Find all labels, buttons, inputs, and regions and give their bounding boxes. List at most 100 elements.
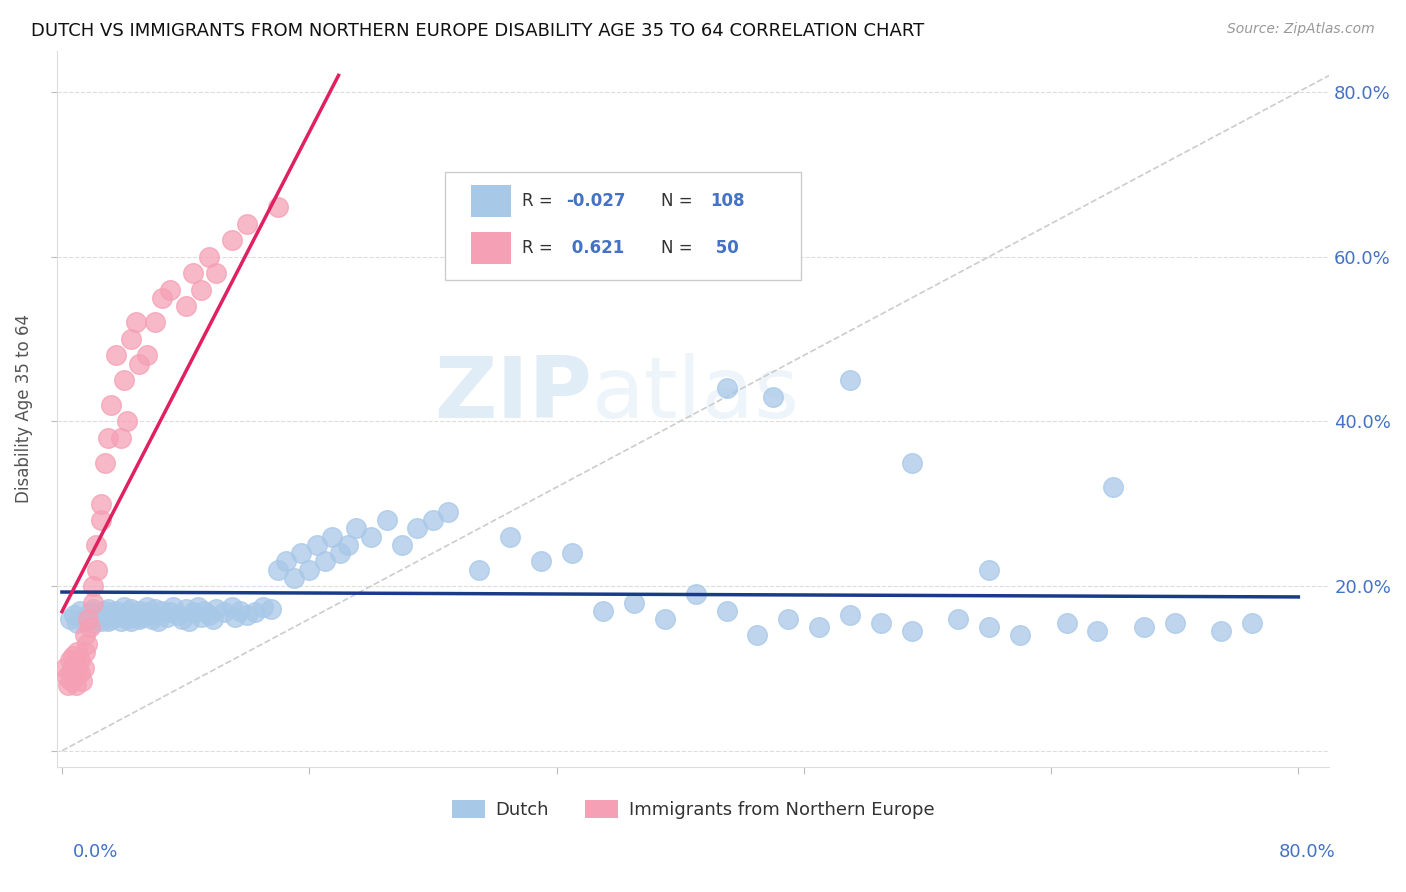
- Point: [82, 602, 104, 616]
- Point: [406, 521, 429, 535]
- Point: [197, 607, 219, 622]
- Point: [110, 614, 132, 628]
- Point: [143, 602, 166, 616]
- Point: [1087, 624, 1109, 639]
- Point: [166, 607, 188, 622]
- Point: [159, 283, 181, 297]
- Point: [298, 563, 321, 577]
- Point: [716, 381, 738, 395]
- Point: [336, 538, 359, 552]
- Point: [115, 612, 138, 626]
- Point: [63, 657, 86, 672]
- Text: ZIP: ZIP: [434, 353, 592, 436]
- Point: [468, 563, 491, 577]
- Point: [63, 670, 86, 684]
- Point: [60, 673, 83, 688]
- Point: [1163, 616, 1185, 631]
- Point: [375, 513, 398, 527]
- Point: [97, 614, 120, 628]
- Point: [422, 513, 444, 527]
- Point: [901, 456, 924, 470]
- Point: [82, 595, 104, 609]
- Point: [143, 607, 166, 622]
- Point: [190, 283, 212, 297]
- Legend: Dutch, Immigrants from Northern Europe: Dutch, Immigrants from Northern Europe: [446, 792, 942, 826]
- Point: [778, 612, 800, 626]
- Point: [63, 607, 86, 622]
- Point: [105, 610, 128, 624]
- Point: [143, 316, 166, 330]
- Text: 0.0%: 0.0%: [73, 843, 118, 861]
- Point: [66, 661, 89, 675]
- Point: [437, 505, 460, 519]
- Point: [1133, 620, 1156, 634]
- Point: [66, 645, 89, 659]
- Point: [90, 614, 112, 628]
- Point: [274, 554, 297, 568]
- Text: 108: 108: [710, 192, 744, 211]
- FancyBboxPatch shape: [471, 232, 512, 263]
- Point: [870, 616, 893, 631]
- Point: [112, 607, 135, 622]
- Point: [59, 612, 82, 626]
- Point: [205, 266, 228, 280]
- Point: [55, 670, 77, 684]
- Point: [228, 604, 250, 618]
- Point: [75, 610, 97, 624]
- Text: 80.0%: 80.0%: [1279, 843, 1336, 861]
- Point: [747, 628, 769, 642]
- Point: [623, 595, 645, 609]
- Point: [499, 530, 522, 544]
- Text: Source: ZipAtlas.com: Source: ZipAtlas.com: [1227, 22, 1375, 37]
- Text: -0.027: -0.027: [567, 192, 626, 211]
- Point: [146, 614, 169, 628]
- Point: [53, 661, 76, 675]
- Point: [259, 602, 281, 616]
- Point: [948, 612, 970, 626]
- Point: [105, 348, 128, 362]
- Point: [236, 217, 259, 231]
- Point: [391, 538, 413, 552]
- Point: [105, 604, 128, 618]
- Point: [125, 316, 148, 330]
- Y-axis label: Disability Age 35 to 64: Disability Age 35 to 64: [15, 315, 32, 503]
- Point: [162, 599, 184, 614]
- Point: [100, 612, 122, 626]
- Point: [224, 610, 246, 624]
- Point: [212, 606, 235, 620]
- Point: [1056, 616, 1078, 631]
- Point: [592, 604, 614, 618]
- Point: [181, 606, 204, 620]
- Point: [839, 373, 862, 387]
- Point: [174, 602, 197, 616]
- Point: [97, 607, 120, 622]
- Point: [1102, 480, 1125, 494]
- Point: [193, 604, 215, 618]
- Point: [360, 530, 382, 544]
- Point: [716, 604, 738, 618]
- Point: [62, 661, 84, 675]
- Point: [252, 599, 274, 614]
- Point: [654, 612, 676, 626]
- Point: [56, 678, 79, 692]
- Point: [121, 614, 143, 628]
- Point: [177, 614, 200, 628]
- Point: [100, 398, 122, 412]
- Point: [141, 612, 163, 626]
- Point: [69, 653, 91, 667]
- Point: [202, 612, 225, 626]
- Point: [79, 606, 101, 620]
- Point: [128, 604, 150, 618]
- Point: [86, 563, 108, 577]
- Point: [121, 602, 143, 616]
- Point: [979, 620, 1001, 634]
- Point: [94, 456, 117, 470]
- Point: [112, 373, 135, 387]
- Point: [901, 624, 924, 639]
- FancyBboxPatch shape: [471, 186, 512, 217]
- Point: [75, 645, 97, 659]
- Point: [101, 606, 124, 620]
- Point: [839, 607, 862, 622]
- Point: [267, 563, 290, 577]
- Point: [82, 616, 104, 631]
